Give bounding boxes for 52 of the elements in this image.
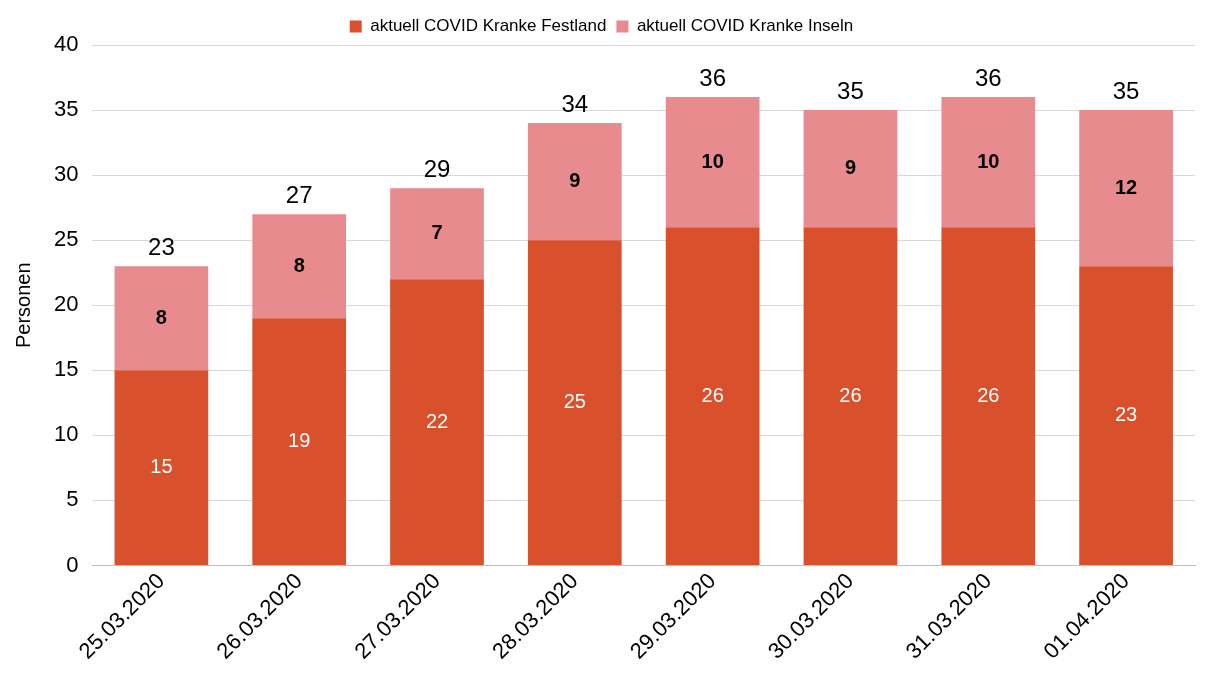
bar [1079, 110, 1173, 267]
data-label: 23 [1114, 403, 1138, 426]
bar [803, 227, 898, 565]
data-label: 25 [563, 390, 586, 413]
data-label: 26 [977, 383, 1000, 406]
bar [390, 188, 484, 280]
y-axis-title: Personen [11, 262, 34, 349]
y-tick-label: 10 [53, 421, 79, 447]
bar [252, 214, 347, 319]
bar [803, 110, 898, 228]
total-label: 23 [148, 232, 175, 260]
data-label: 9 [844, 156, 857, 179]
total-label: 36 [699, 63, 726, 91]
total-label: 27 [285, 180, 313, 208]
data-label: 26 [839, 383, 862, 406]
total-label: 34 [561, 89, 589, 117]
legend-label: aktuell COVID Kranke Festland [370, 16, 607, 36]
data-label: 7 [431, 221, 443, 244]
total-label: 36 [974, 63, 1002, 91]
data-label: 12 [1114, 175, 1138, 198]
data-label: 8 [155, 305, 167, 328]
bar [114, 370, 209, 565]
y-tick-label: 15 [53, 356, 79, 382]
bar [665, 227, 760, 565]
data-label: 26 [701, 383, 724, 406]
data-label: 8 [293, 253, 305, 276]
total-label: 35 [1112, 76, 1140, 104]
data-label: 15 [150, 455, 173, 478]
data-label: 9 [569, 169, 581, 192]
data-label: 10 [977, 149, 1000, 172]
bar [941, 227, 1036, 565]
legend-label: aktuell COVID Kranke Inseln [636, 16, 854, 36]
bar [252, 318, 347, 565]
y-tick-label: 25 [53, 226, 79, 252]
bar [665, 97, 760, 228]
total-label: 35 [837, 76, 864, 104]
bar [1079, 266, 1173, 565]
y-tick-label: 20 [53, 291, 79, 317]
bar [390, 279, 484, 565]
data-label: 19 [288, 429, 311, 452]
bar [527, 123, 622, 241]
bar [114, 266, 209, 371]
bar [941, 97, 1036, 228]
data-label: 22 [425, 409, 449, 432]
y-tick-label: 35 [53, 96, 79, 122]
total-label: 29 [423, 154, 451, 182]
y-tick-label: 30 [53, 161, 79, 187]
y-tick-label: 0 [66, 551, 79, 577]
y-tick-label: 40 [53, 31, 79, 57]
data-label: 10 [701, 149, 724, 172]
bar [527, 240, 622, 565]
y-tick-label: 5 [66, 486, 79, 512]
